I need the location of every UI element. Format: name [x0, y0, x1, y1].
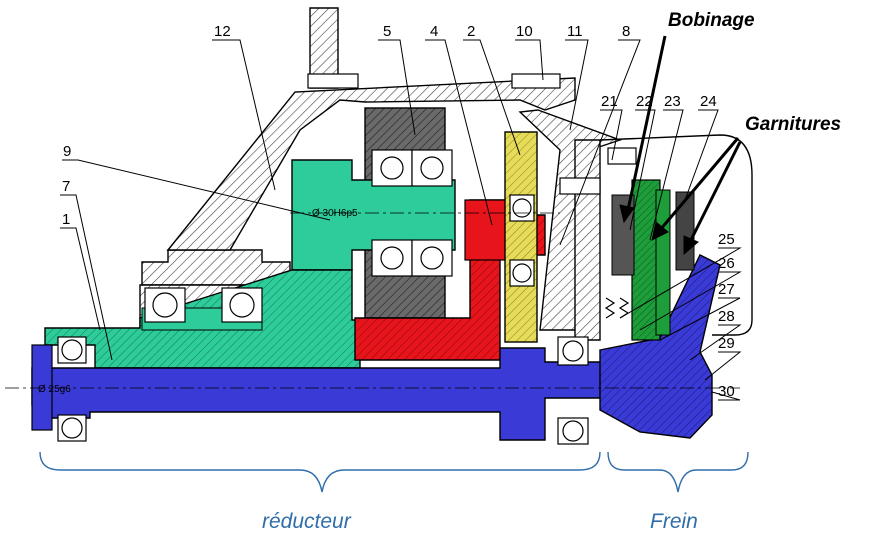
callout-30: 30 [718, 383, 735, 400]
label-reducteur: réducteur [262, 510, 352, 533]
callout-29: 29 [718, 335, 735, 352]
shaft-fit-dimension: Ø 30H6p5 [312, 208, 358, 219]
callout-10: 10 [516, 23, 533, 40]
label-bobinage: Bobinage [668, 10, 755, 31]
bolts [307, 73, 637, 195]
callout-28: 28 [718, 308, 735, 325]
callout-24: 24 [700, 93, 717, 110]
shaft-end [31, 344, 53, 431]
callout-12: 12 [214, 23, 231, 40]
frein-brace [607, 451, 749, 493]
bearings [57, 149, 589, 445]
callout-4: 4 [430, 23, 438, 40]
callout-1: 1 [62, 211, 70, 228]
end-fit-dimension: Ø 25g6 [38, 384, 71, 395]
callout-7: 7 [62, 178, 70, 195]
garnitures-arrows [651, 137, 742, 256]
label-garnitures: Garnitures [745, 114, 841, 135]
callout-9: 9 [63, 143, 71, 160]
callout-25: 25 [718, 231, 735, 248]
callout-2: 2 [467, 23, 475, 40]
callout-22: 22 [636, 93, 653, 110]
callout-11: 11 [567, 23, 583, 40]
reducteur-brace [39, 451, 601, 493]
callout-21: 21 [601, 93, 618, 110]
callout-leaders [60, 39, 742, 401]
brake-lining-pad [675, 191, 695, 271]
callout-8: 8 [622, 23, 630, 40]
pinion [504, 131, 538, 343]
callout-27: 27 [718, 281, 735, 298]
label-frein: Frein [650, 510, 698, 533]
callout-23: 23 [664, 93, 681, 110]
red-hub [464, 199, 511, 261]
bobinage-arrow [619, 35, 667, 224]
callout-5: 5 [383, 23, 391, 40]
callout-26: 26 [718, 255, 735, 272]
brake-cover [599, 134, 753, 336]
